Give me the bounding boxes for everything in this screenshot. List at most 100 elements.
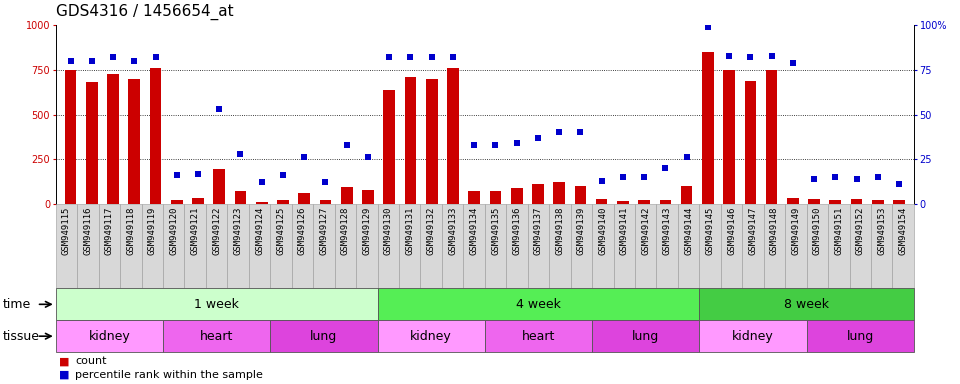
- Text: GSM949149: GSM949149: [791, 207, 801, 255]
- Text: GSM949128: GSM949128: [341, 207, 349, 255]
- Bar: [163, 320, 271, 352]
- Point: [62, 58, 78, 64]
- Bar: [468, 190, 480, 204]
- Bar: [511, 188, 522, 204]
- Bar: [570, 204, 592, 288]
- Text: ■: ■: [59, 370, 69, 380]
- Point: [84, 58, 100, 64]
- Text: GSM949130: GSM949130: [384, 207, 393, 255]
- Bar: [617, 201, 629, 204]
- Text: GSM949137: GSM949137: [534, 207, 543, 255]
- Point: [233, 151, 249, 157]
- Text: GSM949152: GSM949152: [855, 207, 865, 255]
- Bar: [872, 200, 883, 204]
- Text: GSM949131: GSM949131: [405, 207, 414, 255]
- Point: [148, 55, 163, 61]
- Text: 1 week: 1 week: [194, 298, 239, 311]
- Bar: [528, 204, 549, 288]
- Bar: [808, 199, 820, 204]
- Text: GSM949139: GSM949139: [577, 207, 586, 255]
- Bar: [766, 70, 778, 204]
- Bar: [313, 204, 335, 288]
- Bar: [184, 204, 205, 288]
- Text: GSM949119: GSM949119: [148, 207, 156, 255]
- Point: [424, 55, 440, 61]
- Bar: [335, 204, 356, 288]
- Point: [764, 53, 780, 59]
- Bar: [447, 68, 459, 204]
- Point: [467, 142, 482, 148]
- Bar: [638, 200, 650, 204]
- Bar: [320, 200, 331, 204]
- Bar: [700, 204, 721, 288]
- Bar: [56, 288, 377, 320]
- Text: GSM949134: GSM949134: [469, 207, 479, 255]
- Bar: [464, 204, 485, 288]
- Point: [700, 24, 715, 30]
- Bar: [850, 204, 871, 288]
- Bar: [356, 204, 377, 288]
- Text: GSM949146: GSM949146: [727, 207, 736, 255]
- Point: [551, 129, 566, 136]
- Point: [339, 142, 354, 148]
- Bar: [163, 204, 184, 288]
- Bar: [785, 204, 806, 288]
- Text: heart: heart: [521, 330, 555, 343]
- Bar: [485, 204, 506, 288]
- Bar: [299, 193, 310, 204]
- Bar: [721, 204, 742, 288]
- Bar: [485, 320, 592, 352]
- Bar: [271, 320, 377, 352]
- Bar: [120, 204, 141, 288]
- Text: 8 week: 8 week: [784, 298, 829, 311]
- Text: count: count: [75, 356, 107, 366]
- Bar: [702, 52, 713, 204]
- Bar: [657, 204, 678, 288]
- Text: time: time: [3, 298, 31, 311]
- Point: [658, 165, 673, 171]
- Bar: [141, 204, 163, 288]
- Bar: [806, 204, 828, 288]
- Text: GSM949115: GSM949115: [61, 207, 71, 255]
- Text: GSM949125: GSM949125: [276, 207, 285, 255]
- Bar: [699, 320, 806, 352]
- Point: [254, 179, 270, 185]
- Point: [169, 172, 184, 179]
- Bar: [256, 202, 268, 204]
- Bar: [678, 204, 700, 288]
- Text: kidney: kidney: [732, 330, 774, 343]
- Bar: [129, 79, 140, 204]
- Point: [679, 154, 694, 161]
- Bar: [249, 204, 271, 288]
- Text: GSM949141: GSM949141: [620, 207, 629, 255]
- Text: percentile rank within the sample: percentile rank within the sample: [75, 370, 263, 380]
- Bar: [404, 77, 417, 204]
- Bar: [86, 83, 98, 204]
- Text: GSM949126: GSM949126: [298, 207, 307, 255]
- Text: GSM949129: GSM949129: [362, 207, 372, 255]
- Bar: [150, 68, 161, 204]
- Bar: [592, 320, 699, 352]
- Bar: [532, 184, 543, 204]
- Bar: [64, 70, 77, 204]
- Point: [360, 154, 375, 161]
- Text: GSM949145: GSM949145: [706, 207, 714, 255]
- Point: [445, 55, 461, 61]
- Point: [870, 174, 885, 180]
- Text: GSM949133: GSM949133: [448, 207, 457, 255]
- Bar: [723, 70, 735, 204]
- Bar: [574, 186, 587, 204]
- Bar: [383, 89, 396, 204]
- Bar: [871, 204, 893, 288]
- Text: GSM949151: GSM949151: [834, 207, 843, 255]
- Bar: [234, 191, 247, 204]
- Point: [785, 60, 801, 66]
- Bar: [613, 204, 635, 288]
- Point: [530, 135, 545, 141]
- Point: [721, 53, 736, 59]
- Point: [743, 55, 758, 61]
- Point: [190, 170, 205, 177]
- Bar: [635, 204, 657, 288]
- Text: GSM949121: GSM949121: [191, 207, 200, 255]
- Point: [403, 55, 419, 61]
